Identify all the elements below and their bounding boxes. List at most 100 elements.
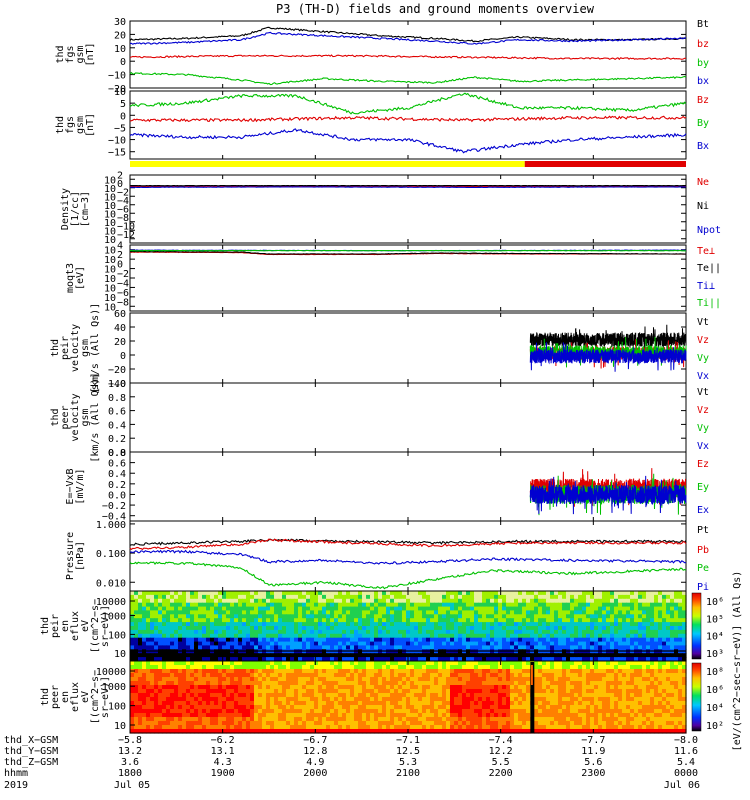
heatmap-cell — [650, 610, 655, 615]
heatmap-cell — [422, 637, 427, 643]
heatmap-cell — [354, 713, 359, 718]
heatmap-cell — [174, 633, 179, 639]
heatmap-cell — [578, 645, 583, 650]
heatmap-cell — [298, 689, 303, 694]
heatmap-cell — [166, 669, 171, 674]
heatmap-cell — [650, 622, 655, 627]
heatmap-cell — [562, 705, 567, 710]
heatmap-cell — [218, 633, 223, 639]
heatmap-cell — [486, 606, 491, 612]
heatmap-cell — [214, 598, 219, 604]
heatmap-cell — [266, 614, 271, 619]
heatmap-cell — [138, 665, 143, 670]
heatmap-cell — [574, 606, 579, 612]
heatmap-cell — [530, 637, 535, 643]
heatmap-cell — [602, 681, 607, 686]
heatmap-cell — [602, 626, 607, 631]
heatmap-cell — [266, 653, 271, 658]
heatmap-cell — [646, 618, 651, 623]
heatmap-cell — [254, 697, 259, 702]
heatmap-cell — [586, 629, 591, 635]
heatmap-cell — [174, 653, 179, 658]
heatmap-cell — [190, 641, 195, 647]
heatmap-cell — [674, 689, 679, 694]
heatmap-cell — [390, 618, 395, 623]
heatmap-cell — [282, 693, 287, 698]
heatmap-cell — [190, 618, 195, 623]
heatmap-cell — [350, 701, 355, 706]
heatmap-cell — [566, 697, 571, 702]
y-axis-label: thd — [55, 116, 66, 134]
heatmap-cell — [238, 637, 243, 643]
heatmap-cell — [338, 701, 343, 706]
heatmap-cell — [258, 606, 263, 612]
heatmap-cell — [406, 669, 411, 674]
heatmap-cell — [206, 713, 211, 718]
heatmap-cell — [562, 629, 567, 635]
heatmap-cell — [518, 629, 523, 635]
heatmap-cell — [286, 610, 291, 615]
heatmap-cell — [378, 681, 383, 686]
heatmap-cell — [670, 673, 675, 678]
heatmap-cell — [346, 673, 351, 678]
heatmap-cell — [454, 629, 459, 635]
heatmap-cell — [410, 689, 415, 694]
y-axis-label: eV — [80, 691, 91, 703]
y-tick-label: 10 — [114, 87, 126, 98]
heatmap-cell — [314, 661, 319, 666]
heatmap-cell — [438, 602, 443, 608]
legend-entry: Ey — [697, 482, 709, 493]
heatmap-cell — [298, 705, 303, 710]
heatmap-cell — [326, 602, 331, 608]
panel-10: thd peer en eflux eV [(cm^2−s− sr−eV)]10000100… — [40, 660, 724, 734]
heatmap-cell — [562, 701, 567, 706]
heatmap-cell — [354, 610, 359, 615]
heatmap-cell — [442, 653, 447, 658]
heatmap-cell — [330, 705, 335, 710]
heatmap-cell — [578, 591, 583, 596]
heatmap-cell — [542, 717, 547, 722]
heatmap-cell — [226, 645, 231, 650]
heatmap-cell — [178, 626, 183, 631]
heatmap-cell — [142, 661, 147, 666]
heatmap-cell — [398, 618, 403, 623]
heatmap-cell — [366, 693, 371, 698]
heatmap-cell — [178, 591, 183, 596]
heatmap-cell — [434, 657, 439, 662]
heatmap-cell — [134, 713, 139, 718]
series-line — [129, 538, 687, 546]
heatmap-cell — [510, 665, 515, 670]
heatmap-cell — [346, 697, 351, 702]
heatmap-cell — [674, 637, 679, 643]
heatmap-cell — [310, 689, 315, 694]
heatmap-cell — [570, 705, 575, 710]
heatmap-cell — [342, 626, 347, 631]
heatmap-cell — [298, 606, 303, 612]
heatmap-cell — [490, 626, 495, 631]
heatmap-cell — [510, 645, 515, 650]
heatmap-cell — [678, 701, 683, 706]
heatmap-cell — [254, 685, 259, 690]
heatmap-cell — [526, 713, 531, 718]
heatmap-cell — [162, 657, 167, 662]
heatmap-cell — [202, 618, 207, 623]
heatmap-cell — [274, 669, 279, 674]
heatmap-cell — [598, 697, 603, 702]
heatmap-cell — [234, 669, 239, 674]
heatmap-cell — [218, 681, 223, 686]
heatmap-cell — [526, 657, 531, 662]
heatmap-cell — [574, 709, 579, 714]
heatmap-cell — [482, 665, 487, 670]
heatmap-cell — [454, 657, 459, 662]
heatmap-cell — [666, 641, 671, 647]
heatmap-cell — [514, 657, 519, 662]
heatmap-cell — [470, 653, 475, 658]
heatmap-cell — [158, 653, 163, 658]
heatmap-cell — [582, 622, 587, 627]
heatmap-cell — [514, 602, 519, 608]
heatmap-cell — [502, 709, 507, 714]
heatmap-cell — [534, 598, 539, 604]
heatmap-cell — [510, 685, 515, 690]
heatmap-cell — [550, 626, 555, 631]
heatmap-cell — [562, 673, 567, 678]
